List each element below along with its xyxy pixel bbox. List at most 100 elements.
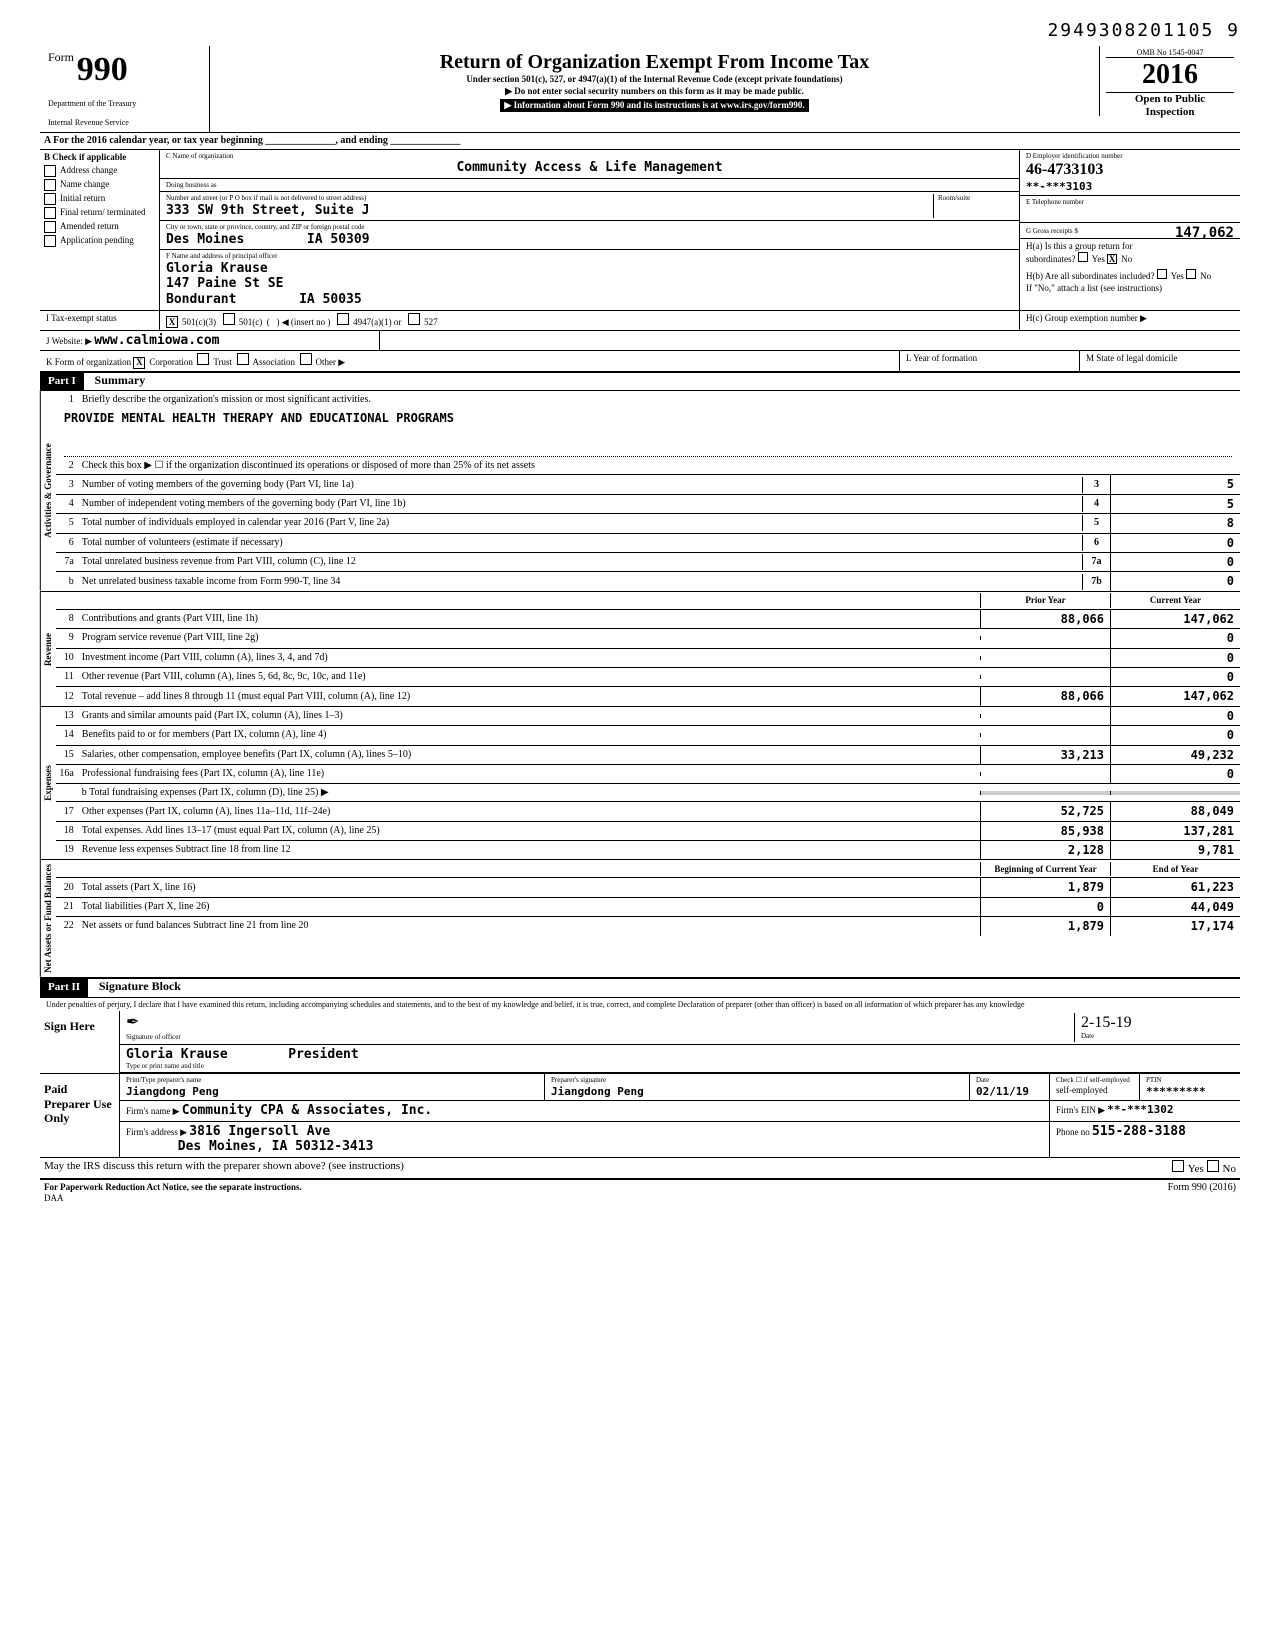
officer-name: Gloria Krause (166, 261, 1013, 277)
addr-label: Number and street (or P O box if mail is… (166, 194, 933, 202)
line-16b-prior (980, 791, 1110, 795)
prep-name-label: Print/Type preparer's name (126, 1076, 538, 1084)
checkbox-final[interactable] (44, 207, 56, 219)
sig-label: Signature of officer (126, 1033, 1074, 1041)
line-14-num: 14 (56, 729, 78, 741)
part-2-tag: Part II (40, 979, 88, 996)
ha-yes-box[interactable] (1078, 252, 1088, 262)
line-7b-val: 0 (1110, 572, 1240, 590)
line-21-prior: 0 (980, 898, 1110, 916)
header-beg-year: Beginning of Current Year (980, 862, 1110, 877)
line-5-text: Total number of individuals employed in … (78, 515, 1082, 531)
prep-sig-label: Preparer's signature (551, 1076, 963, 1084)
firm-name: Community CPA & Associates, Inc. (182, 1103, 432, 1118)
line-2-text: Check this box ▶ ☐ if the organization d… (78, 458, 1240, 474)
officer-label: F Name and address of principal officer (166, 252, 1013, 260)
header-end-year: End of Year (1110, 862, 1240, 877)
ha-no-box[interactable]: X (1107, 254, 1117, 264)
officer-state-zip: IA 50035 (299, 292, 362, 307)
line-6-val: 0 (1110, 534, 1240, 552)
line-11-num: 11 (56, 671, 78, 683)
i-501c-box[interactable] (223, 313, 235, 325)
officer-title: President (288, 1047, 358, 1062)
line-15-num: 15 (56, 749, 78, 761)
line-9-num: 9 (56, 632, 78, 644)
i-501c: 501(c) (239, 317, 263, 327)
may-yes: Yes (1188, 1163, 1204, 1175)
hb-no-box[interactable] (1186, 269, 1196, 279)
i-527: 527 (424, 317, 438, 327)
line-15-text: Salaries, other compensation, employee b… (78, 747, 980, 763)
line-18-curr: 137,281 (1110, 822, 1240, 840)
k-corp-box[interactable]: X (133, 357, 145, 369)
k-other: Other ▶ (316, 357, 346, 367)
i-4947: 4947(a)(1) or (353, 317, 401, 327)
footer-row: For Paperwork Reduction Act Notice, see … (40, 1180, 1240, 1206)
year-box: OMB No 1545-0047 2016 Open to Public Ins… (1100, 46, 1240, 122)
gov-section: Activities & Governance 1 Briefly descri… (40, 391, 1240, 592)
netassets-section: Net Assets or Fund Balances Beginning of… (40, 860, 1240, 978)
title-arrow-2: ▶ Information about Form 990 and its ins… (500, 99, 808, 112)
line-11-text: Other revenue (Part VIII, column (A), li… (78, 669, 980, 685)
row-k: K Form of organization XCorporation Trus… (40, 351, 1240, 371)
line-19-curr: 9,781 (1110, 841, 1240, 859)
hb-yes-box[interactable] (1157, 269, 1167, 279)
gross-value: 147,062 (1175, 225, 1234, 242)
line-3-val: 5 (1110, 475, 1240, 493)
line-7a-text: Total unrelated business revenue from Pa… (78, 554, 1082, 570)
sig-date-label: Date (1081, 1032, 1234, 1040)
k-trust-box[interactable] (197, 353, 209, 365)
i-527-box[interactable] (408, 313, 420, 325)
line-2-num: 2 (56, 460, 78, 472)
line-4-text: Number of independent voting members of … (78, 496, 1082, 512)
k-other-box[interactable] (300, 353, 312, 365)
firm-phone: 515-288-3188 (1092, 1124, 1186, 1139)
line-18-num: 18 (56, 825, 78, 837)
gross-label: G Gross receipts $ (1026, 227, 1078, 235)
checkbox-initial[interactable] (44, 193, 56, 205)
i-501c3-box[interactable]: X (166, 316, 178, 328)
k-corp: Corporation (149, 357, 193, 367)
pra-notice: For Paperwork Reduction Act Notice, see … (44, 1182, 302, 1192)
dba-label: Doing business as (166, 181, 1013, 189)
title-sub: Under section 501(c), 527, or 4947(a)(1)… (218, 74, 1091, 85)
revenue-section: Revenue Prior Year Current Year 8 Contri… (40, 592, 1240, 707)
line-19-prior: 2,128 (980, 841, 1110, 859)
prep-ptin-label: PTIN (1146, 1076, 1234, 1084)
line-16a-num: 16a (56, 768, 78, 780)
firm-addr-label: Firm's address ▶ (126, 1127, 187, 1137)
sig-date-value: 2-15-19 (1081, 1013, 1234, 1032)
line-14-text: Benefits paid to or for members (Part IX… (78, 727, 980, 743)
line-1-text: Briefly describe the organization's miss… (78, 392, 1240, 408)
line-14-curr: 0 (1110, 726, 1240, 744)
row-i: I Tax-exempt status X501(c)(3) 501(c) ( … (40, 311, 1240, 331)
k-assoc-box[interactable] (237, 353, 249, 365)
expenses-section: Expenses 13 Grants and similar amounts p… (40, 707, 1240, 861)
checkbox-addr-change[interactable] (44, 165, 56, 177)
header-curr-year: Current Year (1110, 593, 1240, 608)
line-18-prior: 85,938 (980, 822, 1110, 840)
prep-ptin: ********* (1146, 1085, 1234, 1098)
checkbox-name-change[interactable] (44, 179, 56, 191)
tel-label: E Telephone number (1026, 198, 1234, 206)
checkbox-app-pending[interactable] (44, 235, 56, 247)
firm-addr1: 3816 Ingersoll Ave (189, 1124, 330, 1139)
line-14-prior (980, 733, 1110, 737)
line-16a-prior (980, 772, 1110, 776)
line-9-prior (980, 636, 1110, 640)
line-13-curr: 0 (1110, 707, 1240, 725)
i-4947-box[interactable] (337, 313, 349, 325)
line-18-text: Total expenses. Add lines 13–17 (must eq… (78, 823, 980, 839)
may-no: No (1223, 1163, 1236, 1175)
checkbox-amended[interactable] (44, 221, 56, 233)
line-13-num: 13 (56, 710, 78, 722)
line-20-curr: 61,223 (1110, 878, 1240, 896)
may-yes-box[interactable] (1172, 1160, 1184, 1172)
line-20-prior: 1,879 (980, 878, 1110, 896)
hc-label: H(c) Group exemption number ▶ (1020, 311, 1240, 330)
k-label: K Form of organization (46, 357, 131, 367)
part-1-tag: Part I (40, 373, 84, 390)
title-arrow-1: ▶ Do not enter social security numbers o… (218, 86, 1091, 97)
may-no-box[interactable] (1207, 1160, 1219, 1172)
header-prior-year: Prior Year (980, 593, 1110, 608)
